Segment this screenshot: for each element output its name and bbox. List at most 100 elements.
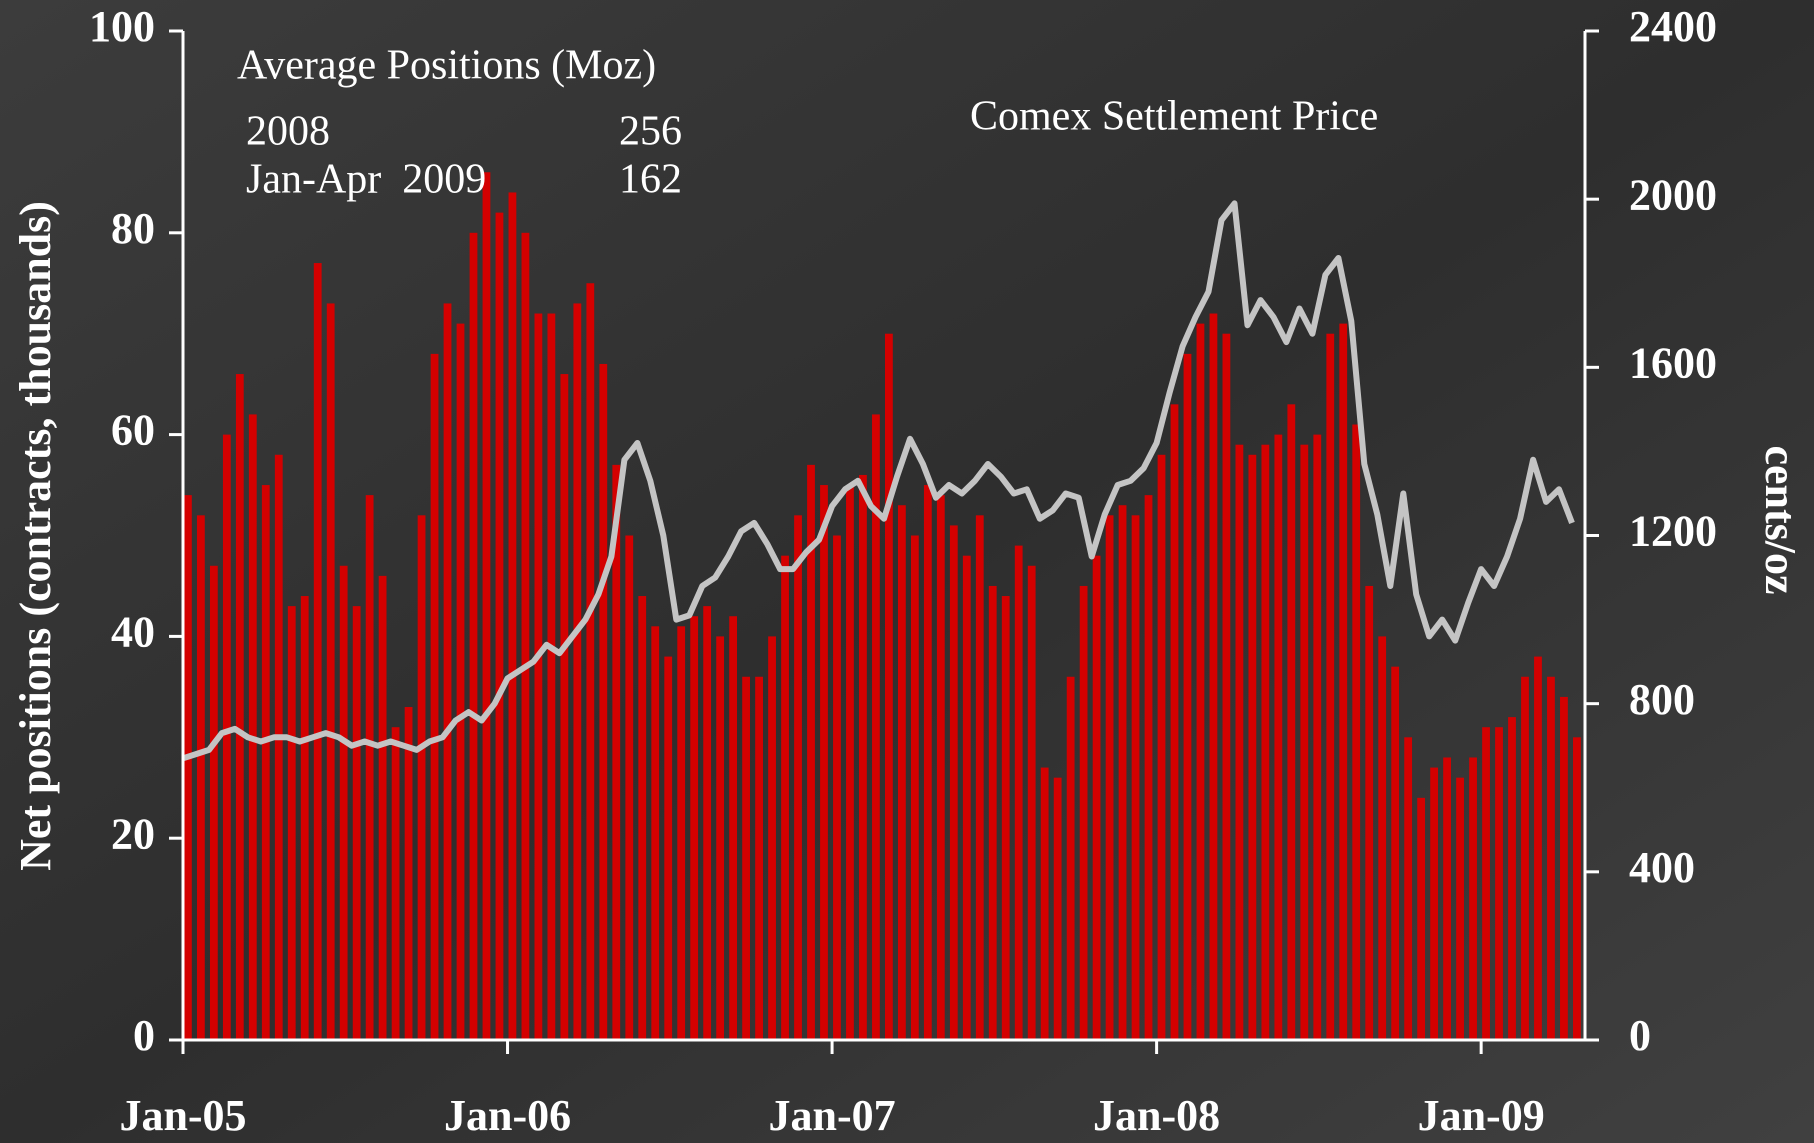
bar [535, 314, 543, 1040]
x-tick-label: Jan-07 [769, 1091, 896, 1140]
bar [560, 374, 568, 1040]
bar [1184, 354, 1192, 1040]
bar [1547, 677, 1555, 1040]
bar [1287, 404, 1295, 1040]
bar [937, 495, 945, 1040]
y2-tick-label: 2000 [1629, 170, 1717, 219]
bar [327, 303, 335, 1040]
y2-tick-label: 2400 [1629, 2, 1717, 51]
bar [522, 233, 530, 1040]
bar [1300, 445, 1308, 1040]
bar [1002, 596, 1010, 1040]
bar [755, 677, 763, 1040]
bar [703, 606, 711, 1040]
bar [716, 636, 724, 1040]
bar [1378, 636, 1386, 1040]
bar [1430, 768, 1438, 1040]
x-tick-label: Jan-08 [1093, 1091, 1220, 1140]
bar [1456, 778, 1464, 1040]
y-tick-label: 100 [89, 2, 155, 51]
y-tick-label: 40 [111, 607, 155, 656]
bar [794, 515, 802, 1040]
annotation-label: Jan-Apr 2009 [246, 157, 486, 203]
bar [496, 213, 504, 1040]
bar [184, 495, 192, 1040]
bar [392, 727, 400, 1040]
bar [1534, 657, 1542, 1040]
bar [431, 354, 439, 1040]
annotation-value: 256 [619, 109, 682, 155]
annotation-value: 162 [619, 157, 682, 203]
bar [262, 485, 270, 1040]
bar [599, 364, 607, 1040]
bar [1482, 727, 1490, 1040]
bar [470, 233, 478, 1040]
bar [223, 435, 231, 1040]
bar [820, 485, 828, 1040]
bar [638, 596, 646, 1040]
bar [340, 566, 348, 1040]
bar [1119, 505, 1127, 1040]
bar [210, 566, 218, 1040]
bar [1469, 757, 1477, 1040]
bar [1171, 404, 1179, 1040]
bar [1106, 515, 1114, 1040]
bar [911, 536, 919, 1041]
bar [651, 626, 659, 1040]
bar [197, 515, 205, 1040]
annotation-label: 2008 [246, 109, 330, 155]
y-tick-label: 60 [111, 406, 155, 455]
bar [405, 707, 413, 1040]
bar [1223, 334, 1231, 1040]
bar [742, 677, 750, 1040]
bar [781, 556, 789, 1040]
bar [444, 303, 452, 1040]
bar [275, 455, 283, 1040]
bar [547, 314, 555, 1040]
bar [1521, 677, 1529, 1040]
bar [457, 324, 465, 1040]
bar [729, 616, 737, 1040]
bar [885, 334, 893, 1040]
y2-tick-label: 0 [1629, 1011, 1651, 1060]
bar [1041, 768, 1049, 1040]
bar [625, 536, 633, 1041]
y2-tick-label: 800 [1629, 675, 1695, 724]
bar [1560, 697, 1568, 1040]
bar [1495, 727, 1503, 1040]
bar [1443, 757, 1451, 1040]
bar [236, 374, 244, 1040]
bar [366, 495, 374, 1040]
bar [1352, 425, 1360, 1040]
bar [353, 606, 361, 1040]
bar [1261, 445, 1269, 1040]
x-tick-label: Jan-09 [1418, 1091, 1545, 1140]
bar [1391, 667, 1399, 1040]
bar [1508, 717, 1516, 1040]
bar [483, 172, 491, 1040]
chart: Average Positions (Moz) 2008 256 Jan-Apr… [0, 0, 1814, 1143]
bar [379, 576, 387, 1040]
bar [1339, 324, 1347, 1040]
x-tick-label: Jan-05 [119, 1091, 246, 1140]
bar [950, 525, 958, 1040]
bar [573, 303, 581, 1040]
bar [1236, 445, 1244, 1040]
bar [690, 616, 698, 1040]
bar [1417, 798, 1425, 1040]
bar [1326, 334, 1334, 1040]
bar [1573, 737, 1581, 1040]
y-tick-label: 80 [111, 204, 155, 253]
bar [768, 636, 776, 1040]
y-axis-title: Net positions (contracts, thousands) [11, 201, 60, 871]
bar [976, 515, 984, 1040]
y2-tick-label: 400 [1629, 843, 1695, 892]
line-label: Comex Settlement Price [970, 94, 1378, 140]
bar [664, 657, 672, 1040]
y-tick-label: 20 [111, 809, 155, 858]
annotation-title: Average Positions (Moz) [237, 43, 656, 89]
bar [1365, 586, 1373, 1040]
bar [509, 192, 517, 1040]
bar [898, 505, 906, 1040]
bar [1197, 324, 1205, 1040]
